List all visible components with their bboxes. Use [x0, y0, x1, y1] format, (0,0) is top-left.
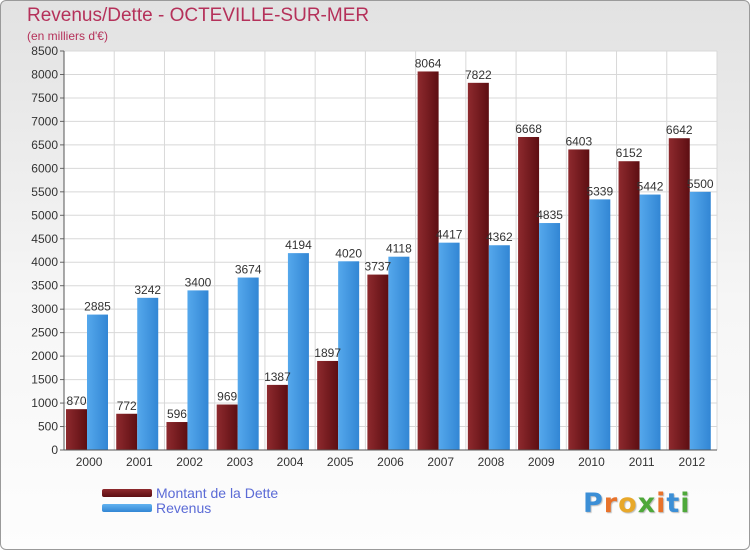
data-label-revenue: 2885: [84, 300, 111, 314]
data-label-revenue: 4194: [285, 238, 312, 252]
bar-debt: [116, 413, 138, 450]
data-label-revenue: 3400: [185, 275, 212, 289]
y-tick-label: 1500: [31, 373, 58, 387]
bar-revenue: [137, 297, 159, 450]
x-tick-label: 2003: [226, 455, 253, 469]
bar-revenue: [287, 253, 309, 450]
data-label-revenue: 5339: [586, 184, 613, 198]
legend-swatch-revenue: [102, 504, 152, 512]
data-label-revenue: 3242: [134, 283, 161, 297]
logo-letter: t: [666, 488, 681, 519]
logo-letter: o: [618, 488, 638, 519]
data-label-debt: 8064: [415, 56, 442, 70]
y-tick-label: 8500: [31, 44, 58, 58]
x-tick-label: 2001: [126, 455, 153, 469]
x-tick-label: 2002: [176, 455, 203, 469]
data-label-debt: 6642: [666, 123, 693, 137]
bar-debt: [417, 71, 439, 450]
bar-revenue: [488, 245, 510, 450]
data-label-revenue: 4417: [436, 228, 463, 242]
y-tick-label: 6500: [31, 138, 58, 152]
x-tick-label: 2004: [277, 455, 304, 469]
legend-swatch-debt: [102, 489, 152, 497]
bar-revenue: [237, 277, 259, 450]
y-tick-label: 2000: [31, 349, 58, 363]
bar-revenue: [87, 314, 108, 450]
bar-debt: [518, 136, 540, 451]
bar-revenue: [689, 191, 711, 450]
proxiti-logo: Proxiti: [583, 488, 691, 519]
data-label-debt: 969: [217, 390, 237, 404]
data-label-debt: 1387: [264, 370, 291, 384]
bar-revenue: [187, 290, 209, 450]
logo-letter: x: [637, 488, 657, 519]
bar-revenue: [338, 261, 360, 450]
x-tick-label: 2010: [578, 455, 605, 469]
data-label-debt: 6668: [515, 122, 542, 136]
data-label-revenue: 3674: [235, 263, 262, 277]
data-label-debt: 870: [66, 394, 86, 408]
data-label-debt: 772: [117, 399, 137, 413]
data-label-revenue: 4835: [536, 208, 563, 222]
x-tick-label: 2006: [377, 455, 404, 469]
x-tick-label: 2005: [327, 455, 354, 469]
bar-revenue: [539, 223, 561, 450]
data-label-revenue: 4118: [386, 242, 412, 256]
x-tick-label: 2008: [478, 455, 505, 469]
y-tick-label: 5500: [31, 185, 58, 199]
bar-debt: [367, 274, 389, 450]
y-tick-label: 500: [38, 420, 58, 434]
y-tick-label: 6000: [31, 161, 58, 175]
bar-debt: [618, 161, 640, 450]
x-tick-label: 2012: [679, 455, 706, 469]
data-label-debt: 596: [167, 407, 187, 421]
logo-letter: r: [603, 488, 619, 519]
legend-label-revenue: Revenus: [156, 500, 212, 516]
y-tick-label: 7500: [31, 91, 58, 105]
logo-letter: P: [583, 488, 604, 519]
y-tick-label: 8000: [31, 67, 58, 81]
bar-revenue: [388, 256, 410, 450]
y-tick-label: 0: [51, 443, 58, 457]
chart-subtitle: (en milliers d'€): [27, 29, 108, 43]
data-label-debt: 6403: [565, 134, 592, 148]
data-label-revenue: 5442: [637, 180, 664, 194]
logo-letter: i: [680, 488, 691, 519]
bar-debt: [66, 409, 87, 450]
data-label-debt: 6152: [616, 146, 643, 160]
data-label-debt: 1897: [314, 346, 341, 360]
x-tick-label: 2011: [629, 455, 655, 469]
data-label-debt: 7822: [465, 68, 492, 82]
y-tick-label: 7000: [31, 114, 58, 128]
y-tick-label: 1000: [31, 396, 58, 410]
logo-letter: i: [656, 488, 667, 519]
chart-title: Revenus/Dette - OCTEVILLE-SUR-MER: [27, 5, 370, 26]
bar-debt: [216, 404, 238, 450]
x-tick-label: 2007: [427, 455, 454, 469]
data-label-revenue: 4362: [486, 230, 513, 244]
y-tick-label: 2500: [31, 326, 58, 340]
y-tick-label: 3500: [31, 279, 58, 293]
bar-debt: [317, 360, 339, 450]
bar-debt: [568, 149, 590, 450]
y-tick-label: 5000: [31, 208, 58, 222]
bar-debt: [668, 138, 690, 450]
bar-debt: [467, 82, 489, 451]
x-tick-label: 2000: [76, 455, 103, 469]
bar-debt: [266, 384, 288, 450]
data-label-debt: 3737: [365, 260, 392, 274]
bar-revenue: [438, 242, 460, 450]
y-tick-label: 4000: [31, 255, 58, 269]
bar-debt: [166, 422, 188, 450]
legend-label-debt: Montant de la Dette: [156, 485, 279, 501]
bar-revenue: [639, 194, 661, 450]
y-tick-label: 4500: [31, 232, 58, 246]
data-label-revenue: 5500: [687, 177, 714, 191]
bar-revenue: [589, 199, 611, 450]
x-tick-label: 2009: [528, 455, 555, 469]
y-tick-label: 3000: [31, 302, 58, 316]
data-label-revenue: 4020: [335, 246, 362, 260]
